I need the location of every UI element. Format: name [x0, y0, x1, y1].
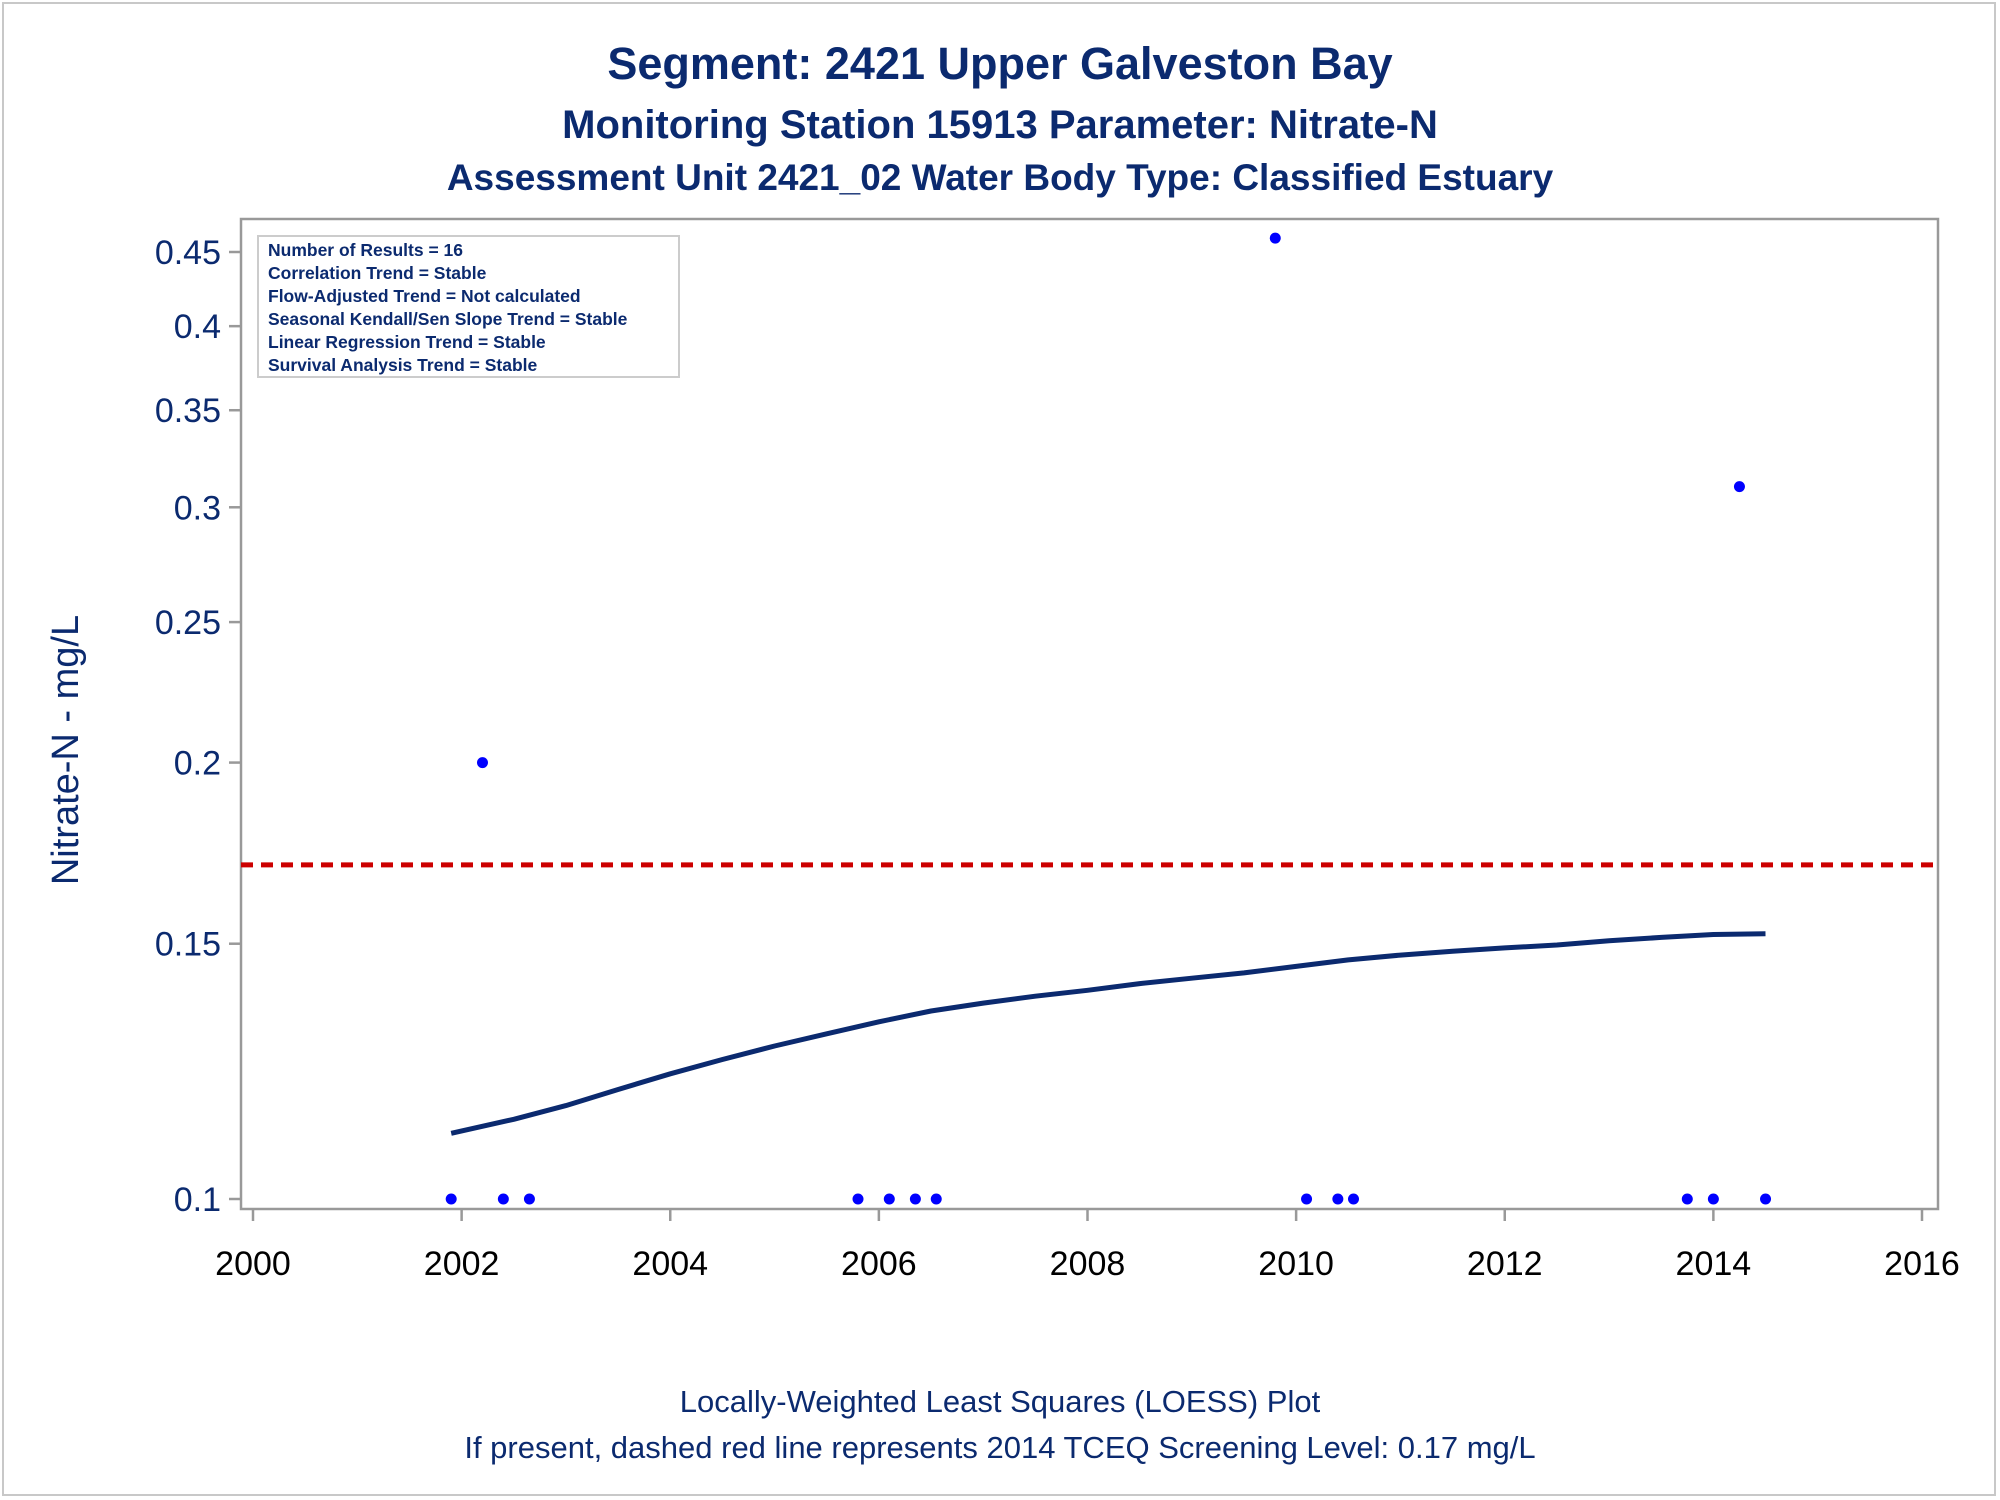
chart-title: Segment: 2421 Upper Galveston Bay — [607, 38, 1392, 89]
data-point — [930, 1193, 942, 1205]
x-tick-label: 2004 — [632, 1245, 708, 1283]
y-tick-label: 0.15 — [155, 926, 221, 964]
chart-subtitle-2: Assessment Unit 2421_02 Water Body Type:… — [447, 157, 1554, 198]
data-point — [497, 1193, 509, 1205]
data-point — [1301, 1193, 1313, 1205]
footnote-screening: If present, dashed red line represents 2… — [464, 1430, 1535, 1465]
data-point — [1269, 232, 1281, 244]
data-point — [883, 1193, 895, 1205]
y-tick-label: 0.1 — [174, 1181, 221, 1219]
y-tick-label: 0.25 — [155, 604, 221, 642]
footnote-loess: Locally-Weighted Least Squares (LOESS) P… — [680, 1384, 1321, 1419]
stats-line-flow-adjusted: Flow-Adjusted Trend = Not calculated — [268, 286, 581, 306]
plot-area — [239, 217, 1940, 1211]
data-point — [1707, 1193, 1719, 1205]
data-point — [523, 1193, 535, 1205]
x-tick-label: 2014 — [1676, 1245, 1752, 1283]
stats-box-frame — [257, 235, 680, 378]
x-tick-label: 2016 — [1884, 1245, 1960, 1283]
data-point — [1733, 481, 1745, 493]
y-tick-label: 0.2 — [174, 745, 221, 783]
data-point — [476, 757, 488, 769]
data-series — [241, 232, 1938, 1205]
stats-box: Number of Results = 16 Correlation Trend… — [257, 235, 680, 378]
x-tick-label: 2002 — [424, 1245, 500, 1283]
stats-line-results: Number of Results = 16 — [268, 240, 463, 260]
data-point — [1760, 1193, 1772, 1205]
y-tick-label: 0.35 — [155, 392, 221, 430]
stats-line-seasonal-kendall: Seasonal Kendall/Sen Slope Trend = Stabl… — [268, 309, 628, 329]
stats-line-linear-regression: Linear Regression Trend = Stable — [268, 332, 546, 352]
x-tick-label: 2006 — [841, 1245, 917, 1283]
y-tick-label: 0.4 — [174, 308, 221, 346]
chart-subtitle: Monitoring Station 15913 Parameter: Nitr… — [562, 103, 1438, 147]
y-axis: 0.1 0.15 0.2 0.25 0.3 0.35 0.4 0.45 — [155, 234, 241, 1219]
stats-line-correlation: Correlation Trend = Stable — [268, 263, 487, 283]
data-point — [909, 1193, 921, 1205]
data-point — [1332, 1193, 1344, 1205]
x-tick-label: 2010 — [1258, 1245, 1334, 1283]
data-point — [1347, 1193, 1359, 1205]
x-tick-label: 2012 — [1467, 1245, 1543, 1283]
y-axis-label: Nitrate-N - mg/L — [45, 615, 87, 885]
y-tick-label: 0.45 — [155, 234, 221, 272]
x-axis: 2000 2002 2004 2006 2008 2010 2012 2014 2016 — [215, 1209, 1960, 1283]
data-point — [1681, 1193, 1693, 1205]
data-point — [445, 1193, 457, 1205]
x-tick-label: 2000 — [215, 1245, 291, 1283]
data-point — [852, 1193, 864, 1205]
loess-line — [450, 931, 1766, 1136]
y-tick-label: 0.3 — [174, 489, 221, 527]
stats-line-survival: Survival Analysis Trend = Stable — [268, 355, 538, 375]
x-tick-label: 2008 — [1050, 1245, 1126, 1283]
